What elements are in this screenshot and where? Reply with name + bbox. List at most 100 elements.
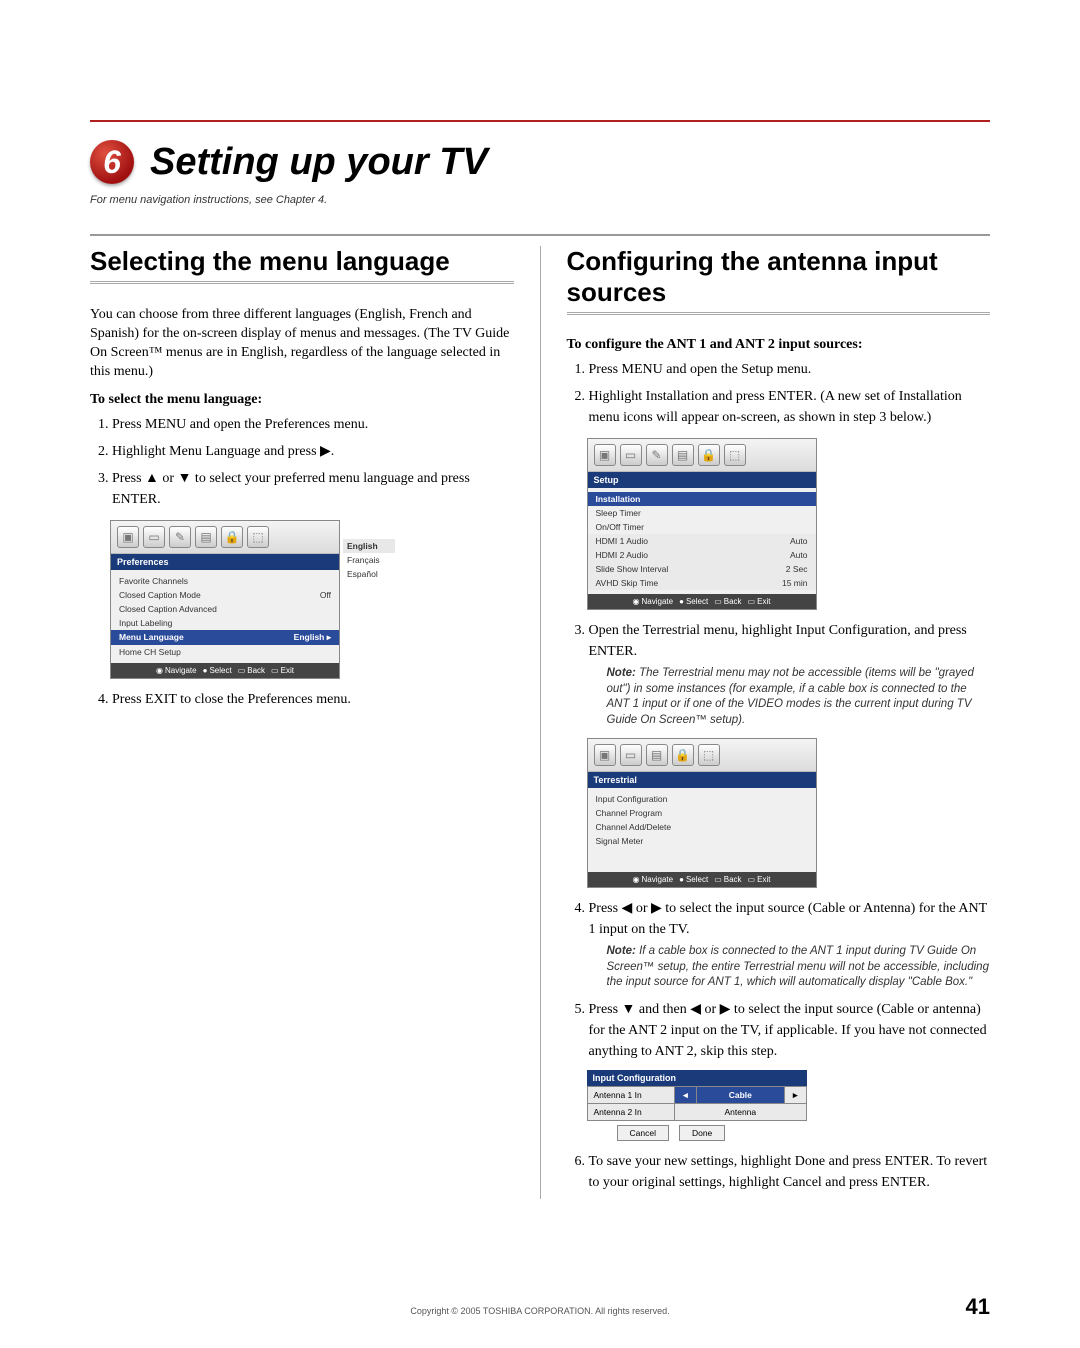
step: Highlight Installation and press ENTER. … (589, 386, 991, 428)
right-steps: Press MENU and open the Setup menu. High… (567, 359, 991, 428)
cfg-r2-val: Antenna (675, 1103, 806, 1120)
row-val: 2 Sec (786, 564, 808, 574)
section-rule (567, 312, 991, 315)
menu-icon: ▭ (620, 744, 642, 766)
left-steps: Press MENU and open the Preferences menu… (90, 414, 514, 510)
row-label: Favorite Channels (119, 576, 188, 586)
right-lead: To configure the ANT 1 and ANT 2 input s… (567, 337, 991, 353)
lang-es: Español (343, 567, 395, 581)
preferences-menu-shot: ▣ ▭ ✎ ▤ 🔒 ⬚ Preferences Favorite Channel… (110, 520, 340, 679)
row-label: Home CH Setup (119, 647, 181, 657)
terrestrial-menu-shot: ▣ ▭ ▤ 🔒 ⬚ Terrestrial Input Configuratio… (587, 738, 817, 888)
menu-icon: ⬚ (724, 444, 746, 466)
panel-title: Terrestrial (588, 772, 816, 788)
row-label: HDMI 2 Audio (596, 550, 648, 560)
menu-icon: 🔒 (672, 744, 694, 766)
row-label: Channel Program (596, 808, 663, 818)
footer-nav: Navigate (165, 666, 197, 675)
note: Note: The Terrestrial menu may not be ac… (607, 666, 991, 728)
footer-exit: Exit (757, 597, 770, 606)
menu-icon: ⬚ (698, 744, 720, 766)
setup-menu-shot: ▣ ▭ ✎ ▤ 🔒 ⬚ Setup Installation Sleep Tim… (587, 438, 817, 610)
left-steps-cont: Press EXIT to close the Preferences menu… (90, 689, 514, 710)
row-label: HDMI 1 Audio (596, 536, 648, 546)
copyright: Copyright © 2005 TOSHIBA CORPORATION. Al… (0, 1306, 1080, 1316)
menu-rows: Input Configuration Channel Program Chan… (588, 788, 816, 872)
chapter-number-badge: 6 (90, 140, 134, 184)
input-config-table: Antenna 1 In ◄ Cable ► Antenna 2 In Ante… (587, 1086, 807, 1121)
row-label: Signal Meter (596, 836, 644, 846)
panel-title: Preferences (111, 554, 339, 570)
menu-footer: ◉ Navigate ● Select ▭ Back ▭ Exit (588, 594, 816, 609)
top-rule (90, 120, 990, 122)
menu-iconbar: ▣ ▭ ✎ ▤ 🔒 ⬚ (111, 521, 339, 554)
step: Press MENU and open the Setup menu. (589, 359, 991, 380)
row-val: English ▸ (294, 632, 331, 643)
menu-icon: 🔒 (221, 526, 243, 548)
menu-icon: ⬚ (247, 526, 269, 548)
chapter-title: Setting up your TV (150, 141, 488, 184)
row-val: Off (320, 590, 331, 600)
menu-icon: ▣ (594, 744, 616, 766)
step: Highlight Menu Language and press ▶. (112, 441, 514, 462)
step: Press EXIT to close the Preferences menu… (112, 689, 514, 710)
step-text: Press ◀ or ▶ to select the input source … (589, 901, 987, 937)
menu-iconbar: ▣ ▭ ▤ 🔒 ⬚ (588, 739, 816, 772)
footer-nav: Navigate (642, 875, 674, 884)
row-label: Closed Caption Mode (119, 590, 201, 600)
row-label: Input Configuration (596, 794, 668, 804)
step: To save your new settings, highlight Don… (589, 1151, 991, 1193)
cfg-r2-label: Antenna 2 In (587, 1103, 675, 1120)
step: Press ▼ and then ◀ or ▶ to select the in… (589, 999, 991, 1062)
footer-back: Back (724, 597, 742, 606)
page-number: 41 (966, 1294, 990, 1320)
row-val: Auto (790, 536, 808, 546)
footer-back: Back (247, 666, 265, 675)
note-label: Note: (607, 667, 640, 679)
menu-icon: ▣ (594, 444, 616, 466)
cfg-buttons: Cancel Done (587, 1125, 807, 1141)
row-label: Sleep Timer (596, 508, 641, 518)
note-text: If a cable box is connected to the ANT 1… (607, 945, 989, 988)
chapter-header: 6 Setting up your TV (90, 140, 990, 184)
step: Press ▲ or ▼ to select your preferred me… (112, 468, 514, 510)
menu-icon: ▤ (195, 526, 217, 548)
panel-title: Setup (588, 472, 816, 488)
chapter-number: 6 (103, 144, 121, 181)
right-heading: Configuring the antenna input sources (567, 246, 991, 308)
arrow-right-icon: ► (785, 1086, 806, 1103)
footer-sel: Select (686, 597, 708, 606)
row-label: Menu Language (119, 632, 184, 643)
left-intro: You can choose from three different lang… (90, 306, 514, 382)
step: Press MENU and open the Preferences menu… (112, 414, 514, 435)
input-config-title: Input Configuration (587, 1070, 807, 1086)
right-steps-cont2: Press ◀ or ▶ to select the input source … (567, 898, 991, 1062)
left-heading: Selecting the menu language (90, 246, 514, 277)
step: Press ◀ or ▶ to select the input source … (589, 898, 991, 991)
menu-icon: ▭ (143, 526, 165, 548)
note-label: Note: (607, 945, 640, 957)
row-val: 15 min (782, 578, 808, 588)
menu-icon: ✎ (646, 444, 668, 466)
footer-nav: Navigate (642, 597, 674, 606)
row-label: Installation (596, 494, 641, 504)
footer-exit: Exit (281, 666, 294, 675)
arrow-left-icon: ◄ (675, 1086, 696, 1103)
nav-note: For menu navigation instructions, see Ch… (90, 194, 990, 206)
right-column: Configuring the antenna input sources To… (567, 246, 991, 1199)
cfg-r1-label: Antenna 1 In (587, 1086, 675, 1103)
menu-icon: ▤ (646, 744, 668, 766)
note: Note: If a cable box is connected to the… (607, 944, 991, 991)
done-button: Done (679, 1125, 725, 1141)
note-text: The Terrestrial menu may not be accessib… (607, 667, 974, 726)
left-column: Selecting the menu language You can choo… (90, 246, 514, 1199)
column-divider (540, 246, 541, 1199)
menu-icon: ▭ (620, 444, 642, 466)
footer-sel: Select (209, 666, 231, 675)
row-label: On/Off Timer (596, 522, 645, 532)
cancel-button: Cancel (617, 1125, 669, 1141)
double-rule (90, 234, 990, 236)
row-label: Closed Caption Advanced (119, 604, 217, 614)
menu-rows: Favorite Channels Closed Caption Mode Off… (111, 570, 339, 663)
footer-back: Back (724, 875, 742, 884)
